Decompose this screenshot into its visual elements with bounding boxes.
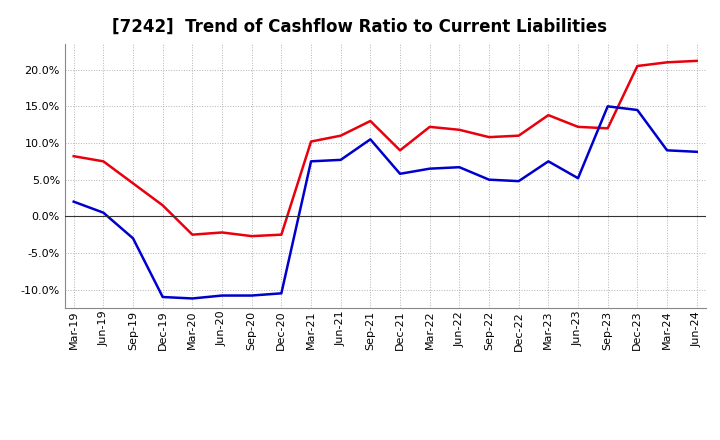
Free CF to Current Liabilities [69,199,78,204]
Line: Operating CF to Current Liabilities: Operating CF to Current Liabilities [73,61,697,236]
Free CF to Current Liabilities [158,294,167,300]
Free CF to Current Liabilities [99,210,108,215]
Free CF to Current Liabilities [485,177,493,182]
Operating CF to Current Liabilities [217,230,226,235]
Free CF to Current Liabilities [366,137,374,142]
Free CF to Current Liabilities [633,107,642,113]
Operating CF to Current Liabilities [544,113,553,118]
Free CF to Current Liabilities [455,165,464,170]
Operating CF to Current Liabilities [485,135,493,140]
Operating CF to Current Liabilities [188,232,197,237]
Free CF to Current Liabilities [217,293,226,298]
Line: Free CF to Current Liabilities: Free CF to Current Liabilities [73,106,697,298]
Operating CF to Current Liabilities [574,124,582,129]
Operating CF to Current Liabilities [69,154,78,159]
Operating CF to Current Liabilities [603,126,612,131]
Operating CF to Current Liabilities [366,118,374,124]
Operating CF to Current Liabilities [396,148,405,153]
Operating CF to Current Liabilities [693,58,701,63]
Free CF to Current Liabilities [188,296,197,301]
Free CF to Current Liabilities [544,159,553,164]
Free CF to Current Liabilities [514,179,523,184]
Operating CF to Current Liabilities [514,133,523,138]
Free CF to Current Liabilities [248,293,256,298]
Operating CF to Current Liabilities [455,127,464,132]
Free CF to Current Liabilities [396,171,405,176]
Free CF to Current Liabilities [426,166,434,171]
Operating CF to Current Liabilities [662,60,671,65]
Operating CF to Current Liabilities [129,181,138,186]
Operating CF to Current Liabilities [307,139,315,144]
Free CF to Current Liabilities [307,159,315,164]
Text: [7242]  Trend of Cashflow Ratio to Current Liabilities: [7242] Trend of Cashflow Ratio to Curren… [112,18,608,35]
Operating CF to Current Liabilities [277,232,286,237]
Operating CF to Current Liabilities [99,159,108,164]
Free CF to Current Liabilities [662,148,671,153]
Operating CF to Current Liabilities [633,63,642,69]
Free CF to Current Liabilities [277,291,286,296]
Operating CF to Current Liabilities [158,203,167,208]
Operating CF to Current Liabilities [336,133,345,138]
Free CF to Current Liabilities [574,176,582,181]
Free CF to Current Liabilities [603,104,612,109]
Operating CF to Current Liabilities [426,124,434,129]
Free CF to Current Liabilities [129,236,138,241]
Free CF to Current Liabilities [336,157,345,162]
Operating CF to Current Liabilities [248,234,256,239]
Free CF to Current Liabilities [693,149,701,154]
